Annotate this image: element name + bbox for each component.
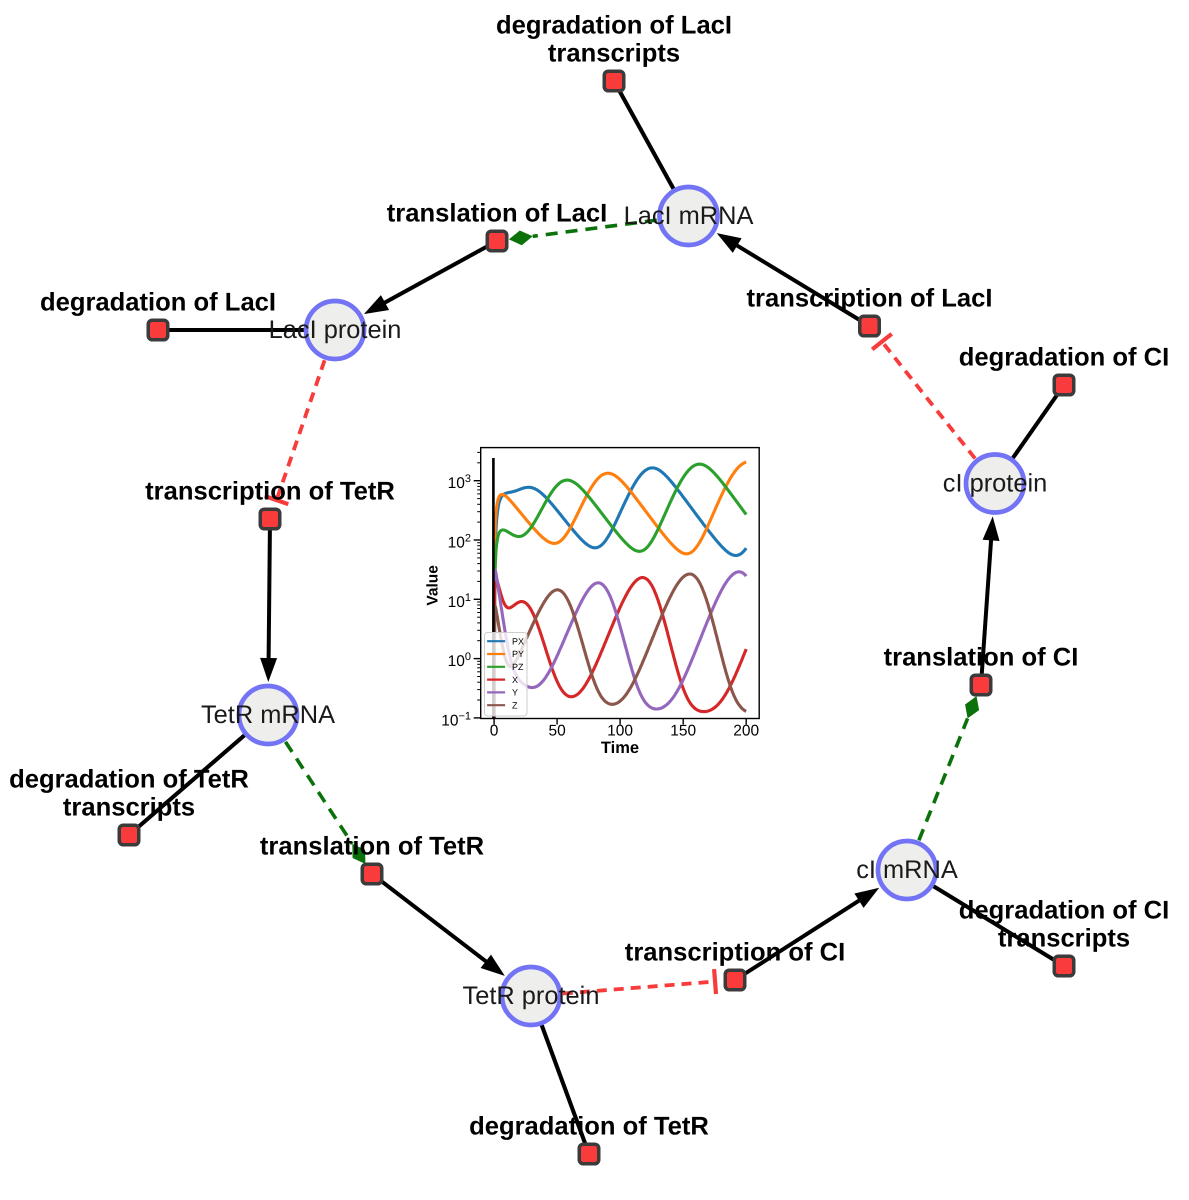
svg-text:Z: Z	[512, 700, 518, 710]
svg-text:cI protein: cI protein	[943, 469, 1047, 497]
svg-text:translation of TetR: translation of TetR	[260, 833, 484, 861]
svg-text:degradation of LacI: degradation of LacI	[496, 11, 732, 39]
svg-text:translation of LacI: translation of LacI	[387, 200, 607, 228]
svg-text:150: 150	[670, 723, 696, 740]
svg-text:transcripts: transcripts	[63, 794, 195, 822]
svg-text:degradation of CI: degradation of CI	[959, 344, 1169, 372]
svg-text:200: 200	[733, 723, 759, 740]
svg-text:transcription of TetR: transcription of TetR	[145, 478, 395, 506]
svg-text:degradation of TetR: degradation of TetR	[469, 1113, 709, 1141]
svg-text:Value: Value	[425, 565, 442, 606]
svg-text:Y: Y	[512, 688, 518, 698]
svg-text:X: X	[512, 675, 518, 685]
svg-text:transcription of CI: transcription of CI	[625, 939, 845, 967]
svg-text:translation of CI: translation of CI	[884, 644, 1079, 672]
svg-text:0: 0	[490, 723, 499, 740]
svg-text:10−1: 10−1	[441, 710, 471, 729]
svg-text:degradation of CI: degradation of CI	[959, 896, 1169, 924]
svg-text:TetR protein: TetR protein	[463, 982, 600, 1010]
svg-text:PX: PX	[512, 636, 524, 646]
svg-text:100: 100	[448, 651, 471, 670]
svg-text:TetR mRNA: TetR mRNA	[201, 701, 335, 729]
svg-text:transcription of LacI: transcription of LacI	[746, 285, 992, 313]
svg-text:50: 50	[548, 723, 566, 740]
svg-text:PY: PY	[512, 649, 524, 659]
svg-text:102: 102	[448, 533, 471, 552]
svg-text:LacI mRNA: LacI mRNA	[624, 202, 754, 230]
svg-text:101: 101	[448, 592, 471, 611]
svg-text:100: 100	[607, 723, 633, 740]
svg-text:103: 103	[448, 473, 471, 492]
svg-text:transcripts: transcripts	[998, 925, 1130, 953]
svg-text:degradation of TetR: degradation of TetR	[9, 765, 249, 793]
svg-text:transcripts: transcripts	[548, 40, 680, 68]
svg-text:degradation of LacI: degradation of LacI	[40, 289, 276, 317]
svg-text:Time: Time	[601, 739, 639, 757]
svg-text:PZ: PZ	[512, 662, 524, 672]
svg-text:LacI protein: LacI protein	[269, 316, 402, 344]
svg-text:cI mRNA: cI mRNA	[856, 856, 958, 884]
